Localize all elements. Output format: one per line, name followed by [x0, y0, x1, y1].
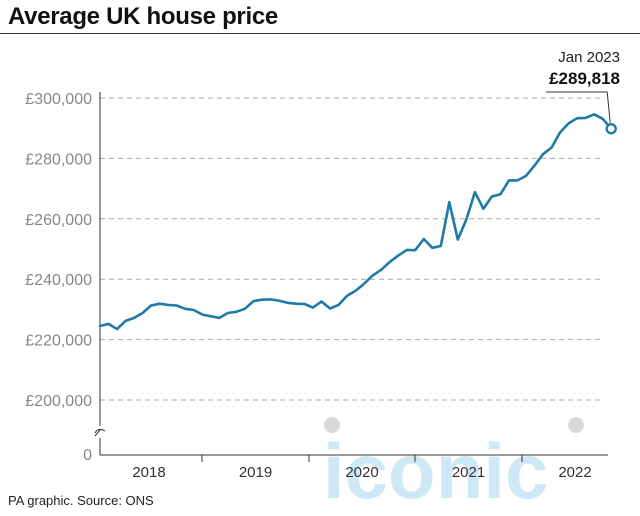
watermark-dot-left	[324, 417, 340, 433]
end-marker	[605, 123, 617, 135]
axis-break-mark	[94, 428, 106, 437]
grid	[100, 97, 604, 401]
y-axis: £200,000 £220,000 £240,000 £260,000 £280,000…	[25, 91, 106, 464]
x-tick-label: 2018	[132, 464, 165, 481]
x-tick-label: 2020	[345, 464, 378, 481]
y-tick-label-zero: 0	[83, 447, 92, 464]
watermark-text: iconic	[323, 427, 548, 515]
y-tick-label: £280,000	[25, 151, 92, 168]
y-tick-label: £300,000	[25, 91, 92, 108]
annotation: Jan 2023 £289,818	[546, 49, 620, 123]
y-tick-label: £240,000	[25, 272, 92, 289]
watermark-dot-right	[568, 417, 584, 433]
y-tick-label: £200,000	[25, 393, 92, 410]
annotation-leader	[606, 91, 611, 123]
x-tick-label: 2021	[452, 464, 485, 481]
series-line	[98, 113, 613, 331]
x-axis: 2018 2019 2020 2021 2022	[100, 454, 608, 481]
watermark: iconic	[323, 417, 584, 515]
x-tick-label: 2019	[239, 464, 272, 481]
title-rule	[0, 33, 640, 34]
x-tick-label: 2022	[558, 464, 591, 481]
y-tick-label: £260,000	[25, 212, 92, 229]
annotation-value: £289,818	[549, 69, 620, 88]
y-tick-label: £220,000	[25, 333, 92, 350]
annotation-date: Jan 2023	[558, 49, 620, 66]
source-note: PA graphic. Source: ONS	[8, 493, 154, 508]
chart-title: Average UK house price	[8, 3, 278, 30]
